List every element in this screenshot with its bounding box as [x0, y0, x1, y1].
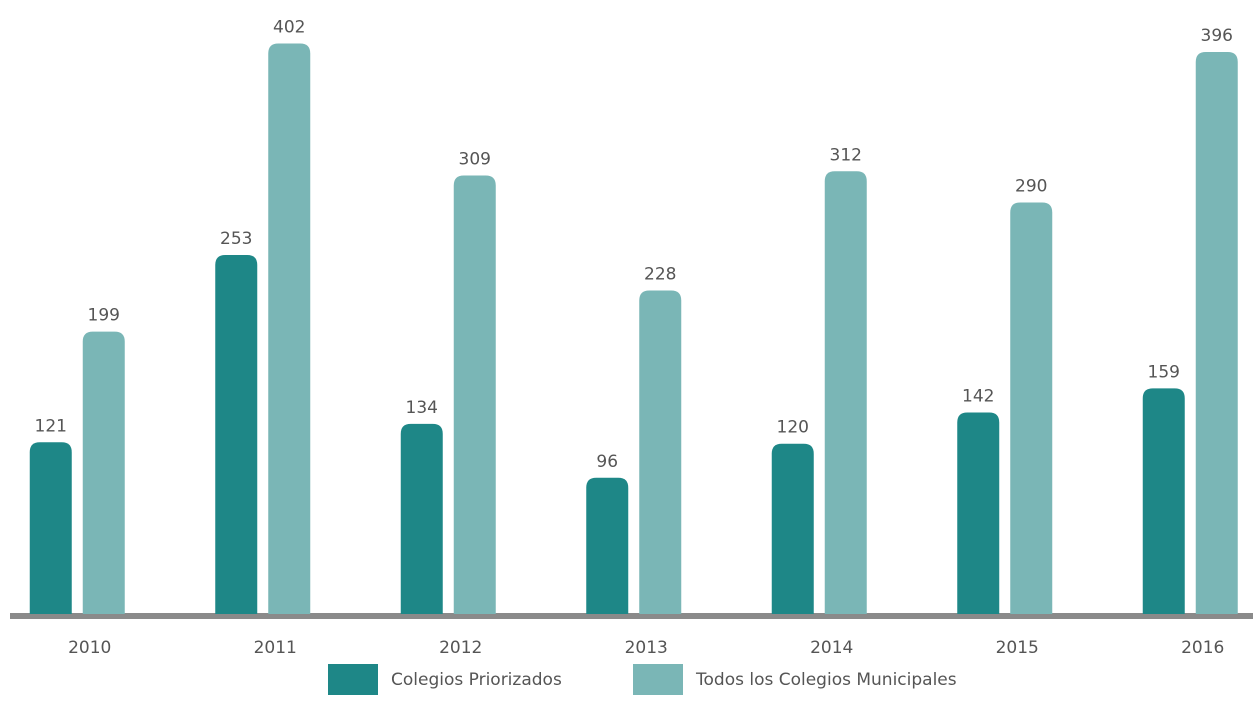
value-label: 290 — [1015, 176, 1047, 196]
value-label: 121 — [35, 416, 67, 436]
legend-swatch — [633, 664, 683, 695]
legend-swatch — [328, 664, 378, 695]
value-label: 142 — [962, 386, 994, 406]
value-label: 253 — [220, 229, 252, 249]
value-label: 159 — [1148, 362, 1180, 382]
bar — [82, 331, 125, 614]
legend-label: Todos los Colegios Municipales — [695, 670, 957, 690]
value-label: 134 — [406, 398, 438, 418]
x-tick-label: 2011 — [254, 638, 297, 658]
x-tick-label: 2014 — [810, 638, 853, 658]
bar — [1195, 52, 1238, 615]
value-label: 402 — [273, 18, 305, 38]
bar — [586, 477, 629, 614]
value-label: 96 — [596, 452, 618, 472]
x-tick-label: 2012 — [439, 638, 482, 658]
bar — [771, 443, 814, 614]
bar — [29, 442, 72, 614]
x-tick-label: 2010 — [68, 638, 111, 658]
value-label: 309 — [459, 150, 491, 170]
bar — [215, 254, 258, 614]
bar — [1010, 202, 1053, 614]
value-label: 396 — [1201, 26, 1233, 46]
bar — [824, 171, 867, 614]
bar — [400, 423, 443, 614]
x-tick-label: 2015 — [996, 638, 1039, 658]
value-label: 312 — [830, 145, 862, 165]
bar — [1142, 388, 1185, 614]
x-tick-label: 2013 — [625, 638, 668, 658]
legend-label: Colegios Priorizados — [391, 670, 562, 690]
value-label: 199 — [88, 306, 120, 326]
x-tick-label: 2016 — [1181, 638, 1224, 658]
bar — [957, 412, 1000, 614]
value-label: 120 — [777, 418, 809, 438]
bar — [639, 290, 682, 614]
bar — [453, 175, 496, 614]
value-label: 228 — [644, 264, 676, 284]
bar — [268, 43, 311, 615]
